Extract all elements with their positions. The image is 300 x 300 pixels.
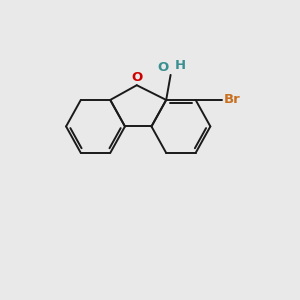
Text: H: H bbox=[175, 59, 186, 72]
Text: Br: Br bbox=[224, 93, 240, 106]
Text: O: O bbox=[157, 61, 168, 74]
Text: O: O bbox=[131, 71, 142, 84]
